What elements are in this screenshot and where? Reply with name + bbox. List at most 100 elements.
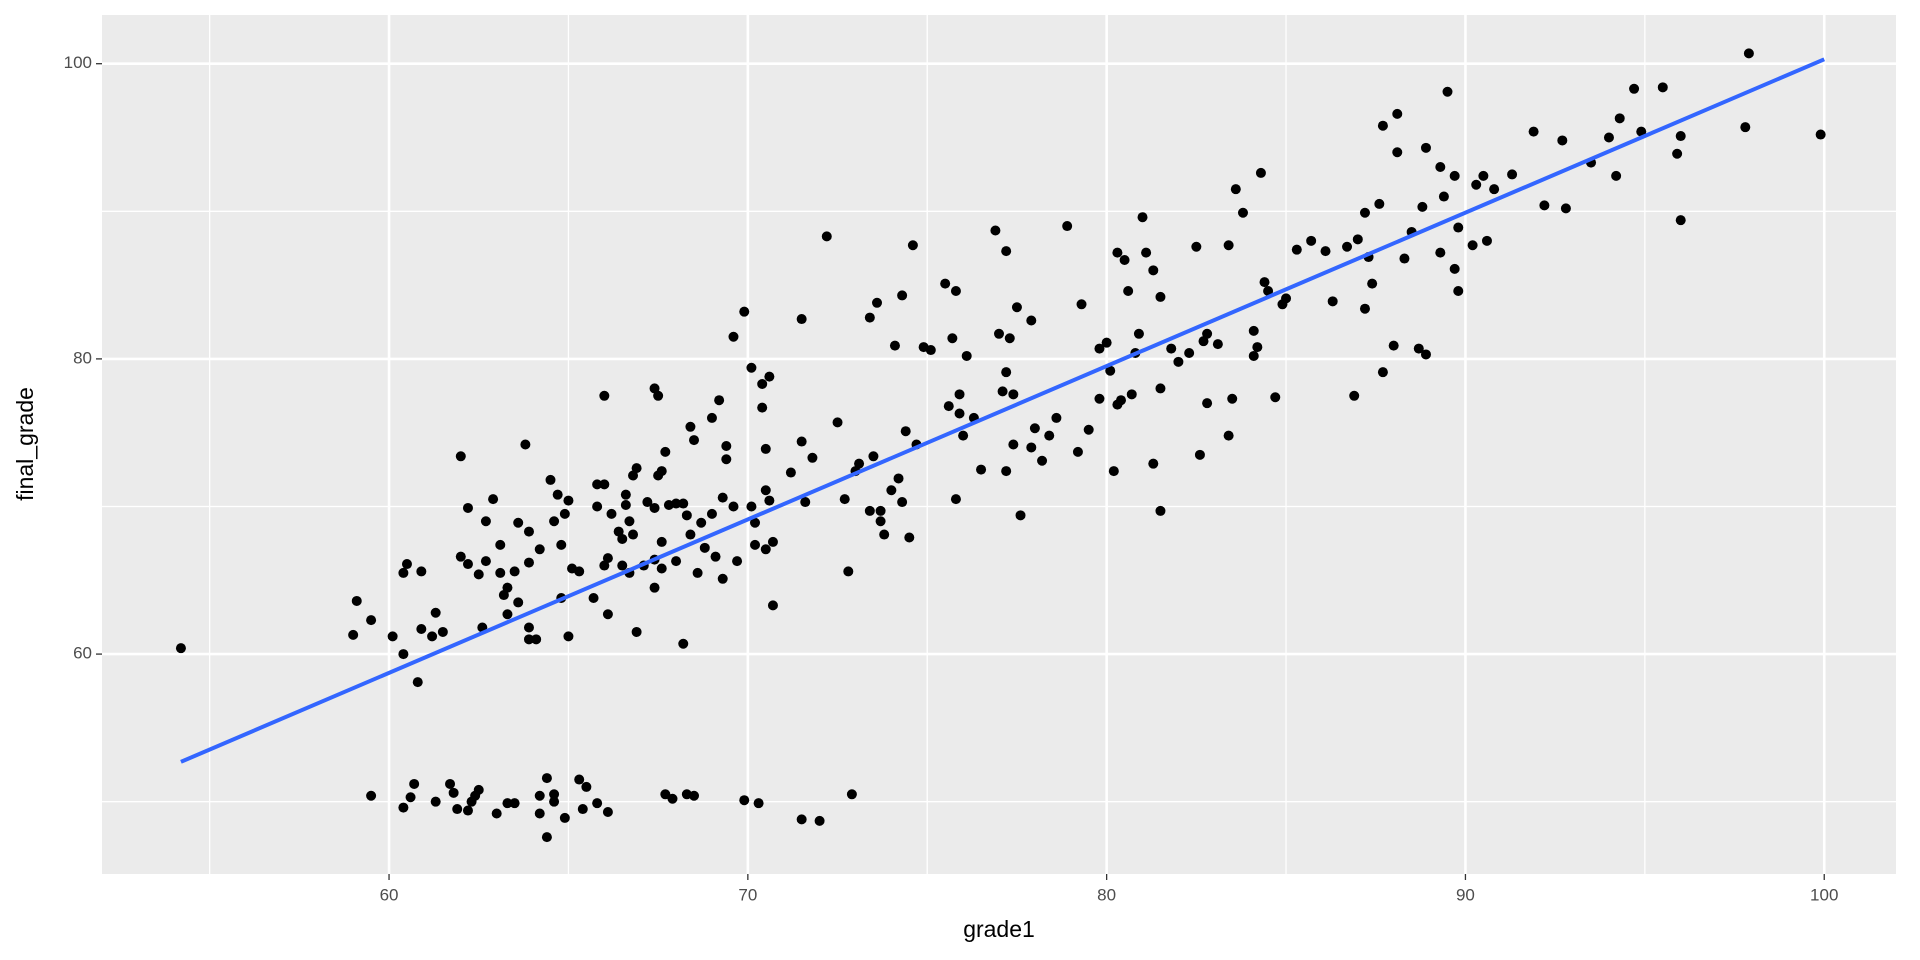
point [1413, 343, 1424, 354]
point [1076, 299, 1087, 310]
point [764, 495, 775, 506]
point [728, 501, 739, 512]
point [753, 798, 764, 809]
point [552, 489, 563, 500]
point [473, 784, 484, 795]
point [961, 350, 972, 361]
point [1112, 247, 1123, 258]
point [175, 643, 186, 654]
point [1420, 142, 1431, 153]
point [1352, 234, 1363, 245]
point [495, 567, 506, 578]
x-tick-label: 100 [1810, 885, 1838, 904]
point [1367, 278, 1378, 289]
point [904, 532, 915, 543]
point [462, 502, 473, 513]
point [1399, 253, 1410, 264]
point [728, 331, 739, 342]
point [1259, 277, 1270, 288]
point [366, 615, 377, 626]
point [696, 517, 707, 528]
point [549, 516, 560, 527]
point [1467, 240, 1478, 251]
point [480, 556, 491, 567]
point [1051, 412, 1062, 423]
point [1062, 221, 1073, 232]
point [1037, 455, 1048, 466]
point [549, 796, 560, 807]
point [1420, 349, 1431, 360]
point [990, 225, 1001, 236]
point [1184, 347, 1195, 358]
point [854, 458, 865, 469]
point [760, 443, 771, 454]
point [1155, 505, 1166, 516]
point [678, 498, 689, 509]
point [1137, 212, 1148, 223]
point [732, 556, 743, 567]
point [958, 430, 969, 441]
point [864, 312, 875, 323]
point [348, 629, 359, 640]
point [617, 533, 628, 544]
point [843, 566, 854, 577]
point [574, 566, 585, 577]
point [785, 467, 796, 478]
point [491, 808, 502, 819]
point [1392, 108, 1403, 119]
point [1507, 169, 1518, 180]
point [1015, 510, 1026, 521]
point [1478, 170, 1489, 181]
y-tick-label: 80 [73, 348, 92, 367]
point [405, 792, 416, 803]
point [1657, 82, 1668, 93]
point [1004, 333, 1015, 344]
point [602, 609, 613, 620]
point [398, 802, 409, 813]
point [631, 626, 642, 637]
point [1740, 122, 1751, 133]
point [462, 805, 473, 816]
point [523, 634, 534, 645]
point [1133, 328, 1144, 339]
point [620, 489, 631, 500]
point [764, 371, 775, 382]
point [864, 505, 875, 516]
point [401, 559, 412, 570]
point [692, 567, 703, 578]
point [520, 439, 531, 450]
point [671, 498, 682, 509]
point [1252, 342, 1263, 353]
point [1148, 458, 1159, 469]
point [897, 497, 908, 508]
point [750, 517, 761, 528]
point [1306, 235, 1317, 246]
point [488, 494, 499, 505]
point [746, 501, 757, 512]
point [1072, 446, 1083, 457]
point [602, 807, 613, 818]
point [1560, 203, 1571, 214]
point [1119, 255, 1130, 266]
point [1148, 265, 1159, 276]
point [416, 623, 427, 634]
point [455, 451, 466, 462]
point [366, 790, 377, 801]
point [1270, 392, 1281, 403]
point [667, 793, 678, 804]
point [1194, 449, 1205, 460]
x-tick-label: 60 [380, 885, 399, 904]
point [509, 566, 520, 577]
point [1320, 246, 1331, 257]
axes: 60 70 80 90 100 60 80 100 [64, 53, 1839, 904]
point [954, 408, 965, 419]
point [1026, 315, 1037, 326]
point [448, 787, 459, 798]
point [1123, 286, 1134, 297]
point [545, 474, 556, 485]
point [925, 345, 936, 356]
point [739, 795, 750, 806]
point [717, 492, 728, 503]
point [509, 798, 520, 809]
point [950, 494, 961, 505]
